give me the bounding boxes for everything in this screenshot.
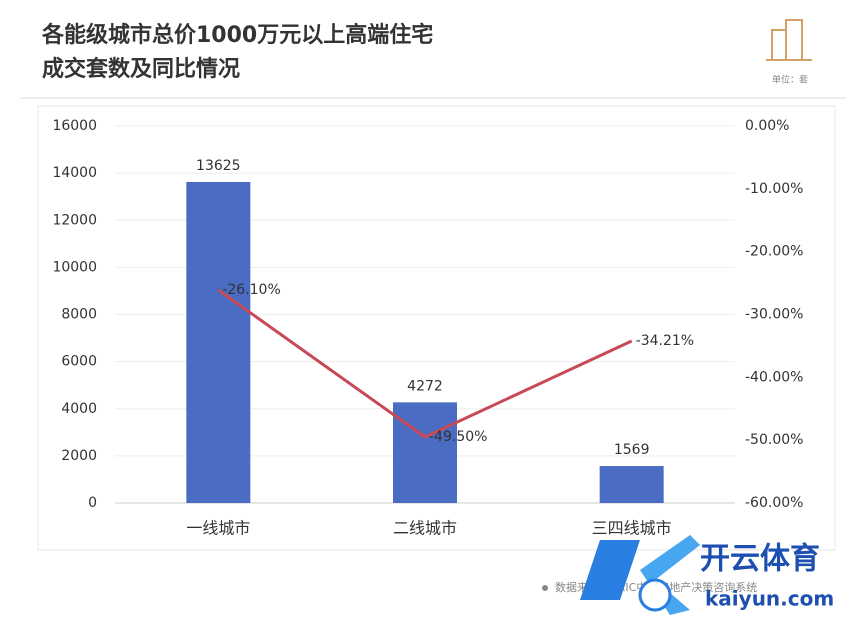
x-tick-label: 二线城市	[393, 519, 457, 538]
x-tick-label: 一线城市	[186, 519, 250, 538]
line-value-label: -26.10%	[222, 282, 280, 298]
y-tick-label: 8000	[61, 307, 97, 323]
y-tick-label: 16000	[52, 118, 97, 134]
line	[217, 288, 633, 439]
line-value-label: -34.21%	[636, 333, 694, 349]
y2-tick-label: -50.00%	[745, 432, 803, 448]
watermark-brand: 开云体育	[700, 542, 820, 577]
line-value-label: -49.50%	[429, 429, 487, 445]
y2-tick-label: -60.00%	[745, 495, 803, 511]
watermark-logo	[580, 535, 700, 615]
x-tick-label: 三四线城市	[592, 519, 672, 538]
y-tick-label: 12000	[52, 212, 97, 228]
bar	[599, 466, 664, 503]
y2-tick-label: -40.00%	[745, 369, 803, 385]
y-tick-label: 6000	[61, 354, 97, 370]
bar-value-label: 13625	[196, 158, 241, 174]
chart-frame	[37, 105, 836, 551]
y2-tick-label: -30.00%	[745, 307, 803, 323]
y-tick-label: 0	[88, 495, 97, 511]
y-tick-label: 4000	[61, 401, 97, 417]
watermark-url: kaiyun.com	[705, 587, 834, 611]
unit-icon	[766, 19, 812, 61]
y2-tick-label: 0.00%	[745, 118, 789, 134]
unit-label: 单位：套	[772, 74, 808, 86]
bar	[186, 181, 251, 503]
y-tick-label: 10000	[52, 259, 97, 275]
bar	[393, 402, 457, 503]
bar-value-label: 1569	[614, 442, 650, 458]
chart-title: 各能级城市总价1000万元以上高端住宅	[41, 22, 433, 48]
y2-tick-label: -20.00%	[745, 244, 803, 260]
source-bullet	[542, 585, 548, 591]
y-tick-label: 2000	[61, 448, 97, 464]
y2-tick-label: -10.00%	[745, 181, 803, 197]
bar-value-label: 4272	[407, 378, 443, 394]
chart-title: 成交套数及同比情况	[42, 56, 240, 82]
y-tick-label: 14000	[52, 165, 97, 181]
